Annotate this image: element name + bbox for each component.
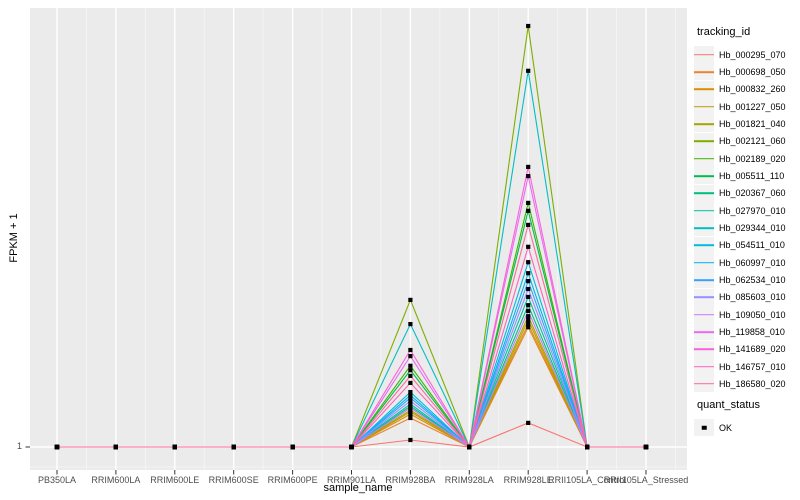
legend-item: Hb_085603_010	[694, 288, 800, 306]
legend-key-swatch	[694, 80, 714, 98]
legend-title-tracking-id: tracking_id	[697, 26, 751, 38]
legend-item-label: Hb_001227_050	[719, 101, 786, 112]
x-tick-label: RRII105LA_Control	[548, 475, 627, 485]
legend-key-point	[694, 419, 714, 437]
legend-key-swatch	[694, 254, 714, 272]
legend-key-swatch	[694, 150, 714, 168]
legend-item: Hb_109050_010	[694, 306, 800, 324]
plot-panel	[30, 8, 687, 470]
legend-entries-tracking-id: Hb_000295_070 Hb_000698_050 Hb_000832_260 H…	[694, 46, 800, 393]
x-tick-label: RRII105LA_Stressed	[603, 475, 689, 485]
legend-key-swatch	[694, 271, 714, 289]
legend-item-label: Hb_002121_060	[719, 136, 786, 147]
legend-item: Hb_002189_020	[694, 150, 800, 168]
x-tick-label: PB350LA	[37, 475, 77, 485]
legend-key-swatch	[694, 98, 714, 116]
legend-item: Hb_001821_040	[694, 115, 800, 133]
legend-item: Hb_054511_010	[694, 236, 800, 254]
legend-key-swatch	[694, 340, 714, 358]
legend-item-label: Hb_002189_020	[719, 153, 786, 164]
legend-item-label: Hb_060997_010	[719, 257, 786, 268]
x-tick-label: RRIM901LA	[326, 475, 377, 485]
x-tick-label: RRIM600LE	[150, 475, 200, 485]
legend-key-swatch	[694, 358, 714, 376]
legend-key-swatch	[694, 46, 714, 64]
axis-tick-marks	[25, 446, 647, 475]
x-tick-label: RRIM928LA	[444, 475, 494, 485]
data-points	[54, 23, 649, 450]
legend-item: Hb_146757_010	[694, 358, 800, 376]
legend-key-swatch	[694, 167, 714, 185]
legend-item-label: Hb_109050_010	[719, 309, 786, 320]
x-tick-label: RRIM600SE	[208, 475, 259, 485]
legend-key-swatch	[694, 202, 714, 220]
legend-item: Hb_000832_260	[694, 80, 800, 98]
legend-key-swatch	[694, 323, 714, 341]
legend-item-label: Hb_005511_110	[719, 170, 785, 181]
legend-title-quant-status: quant_status	[697, 399, 760, 411]
legend-item: Hb_027970_010	[694, 202, 800, 220]
legend-tracking-id: tracking_id Hb_000295_070 Hb_000698_050 Hb…	[694, 26, 800, 393]
legend-key-swatch	[694, 375, 714, 393]
legend-item: Hb_020367_060	[694, 184, 800, 202]
legend-item-quant: OK	[694, 419, 800, 437]
legend-key-swatch	[694, 63, 714, 81]
legend-item: Hb_186580_020	[694, 375, 800, 393]
legend-item-label: Hb_020367_060	[719, 188, 786, 199]
legend-item-label: Hb_001821_040	[719, 118, 786, 129]
legend-item-label: Hb_085603_010	[719, 292, 786, 303]
legend-item-label: Hb_000698_050	[719, 66, 786, 77]
legend-item: Hb_119858_010	[694, 323, 800, 341]
legend-key-swatch	[694, 184, 714, 202]
legend-item-label: Hb_186580_020	[719, 378, 786, 389]
legend-item-label: Hb_029344_010	[719, 222, 786, 233]
x-tick-label: RRIM600LA	[91, 475, 141, 485]
y-tick-label: 1	[16, 441, 22, 451]
legend-key-swatch	[694, 306, 714, 324]
legend-item-label: Hb_146757_010	[719, 361, 786, 372]
y-axis-title: FPKM + 1	[8, 213, 20, 263]
legend-item-label: Hb_119858_010	[719, 326, 785, 337]
legend-entries-quant-status: OK	[694, 419, 800, 437]
legend-item: Hb_000698_050	[694, 63, 800, 81]
legend-quant-status: quant_status OK	[694, 399, 800, 437]
legend-item-label: Hb_054511_010	[719, 240, 785, 251]
legend-item: Hb_029344_010	[694, 219, 800, 237]
legend-item: Hb_062534_010	[694, 271, 800, 289]
x-tick-label: RRIM928LE	[503, 475, 553, 485]
legend-key-swatch	[694, 288, 714, 306]
x-tick-label: RRIM600PE	[267, 475, 318, 485]
legend-item-label: Hb_000832_260	[719, 84, 786, 95]
legend-item-label: Hb_141689_020	[719, 344, 786, 355]
legend-item: Hb_000295_070	[694, 46, 800, 64]
legend-item-label: Hb_027970_010	[719, 205, 786, 216]
legend-item: Hb_001227_050	[694, 98, 800, 116]
x-tick-label: RRIM928BA	[385, 475, 436, 485]
legend-item: Hb_141689_020	[694, 340, 800, 358]
x-axis-title: sample_name	[323, 482, 393, 494]
legend-key-swatch	[694, 236, 714, 254]
legend-item-label: OK	[719, 422, 733, 433]
legend-key-swatch	[694, 132, 714, 150]
legend-key-swatch	[694, 219, 714, 237]
legend-item: Hb_060997_010	[694, 254, 800, 272]
legend-item-label: Hb_062534_010	[719, 274, 786, 285]
legend-item-label: Hb_000295_070	[719, 49, 786, 60]
legend-key-swatch	[694, 115, 714, 133]
legend-item: Hb_005511_110	[694, 167, 800, 185]
legend-item: Hb_002121_060	[694, 132, 800, 150]
